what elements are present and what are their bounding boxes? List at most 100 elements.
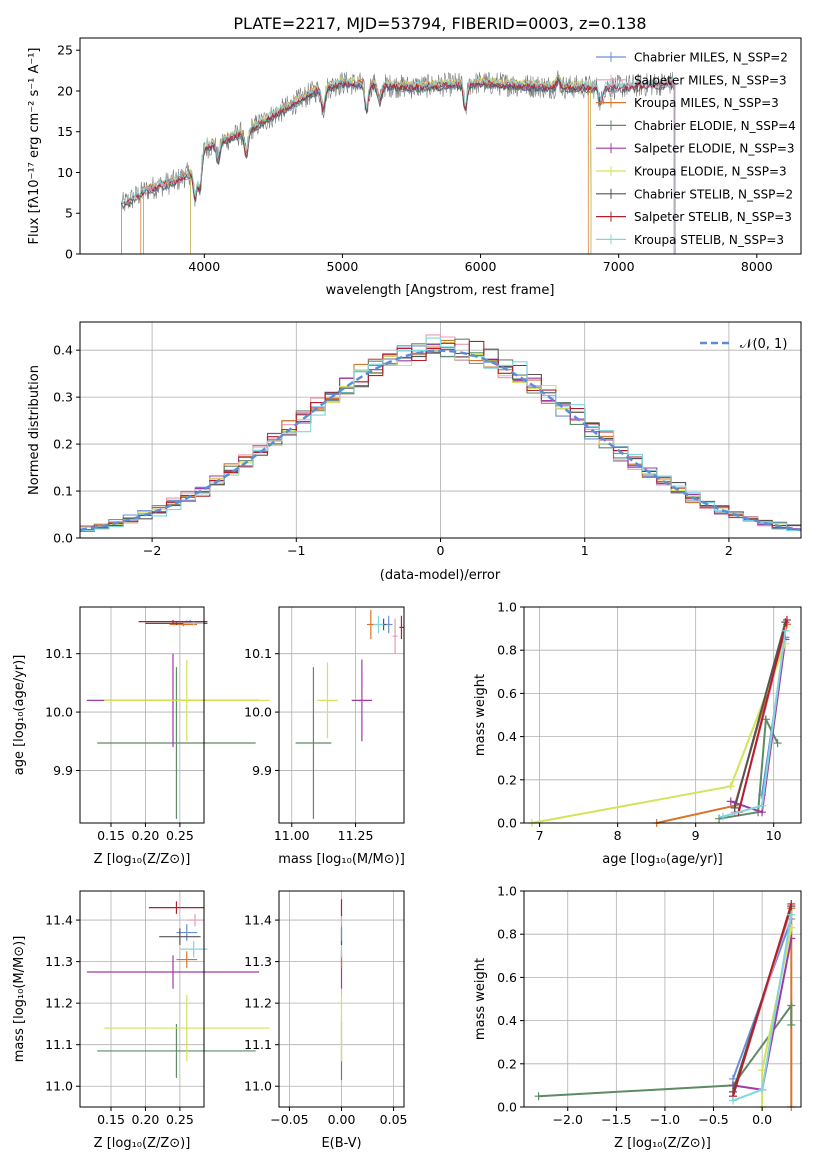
- axes-frame: [79, 37, 802, 255]
- x-axis-label: Z [log₁₀(Z/Z⊙)]: [94, 1136, 191, 1151]
- model-spectrum-line: [143, 75, 676, 255]
- error-bar-point: [86, 955, 260, 989]
- residuals-axes: −2 −1 0 1 2 0.0 0.1 0.2 0.3 0.4: [53, 321, 802, 558]
- mass-weight-marker: [787, 1001, 796, 1010]
- mass-weight-marker: [728, 1096, 737, 1105]
- mass-weight-marker: [781, 626, 790, 635]
- y-tick-label: 0.0: [53, 531, 73, 546]
- legend-label: Chabrier STELIB, N_SSP=2: [634, 187, 793, 201]
- residuals-panel: −2 −1 0 1 2 0.0 0.1 0.2 0.3 0.4 (data-model)/erro…: [27, 321, 802, 583]
- weight-vs-z-panel: −2.0 −1.5 −1.0 −0.5 0.0 0.0 0.2 0.4 0.6 0.8 1.0 Z […: [473, 884, 802, 1151]
- y-tick-label: 11.4: [45, 913, 73, 928]
- x-tick-label: 5000: [327, 259, 359, 274]
- plot-area: [279, 891, 404, 1107]
- x-axis-label: mass [log₁₀(M/M⊙)]: [278, 852, 405, 867]
- y-tick-label: 11.0: [45, 1079, 73, 1094]
- legend-label: Salpeter STELIB, N_SSP=3: [634, 210, 792, 224]
- x-tick-label: 2: [725, 543, 733, 558]
- y-tick-label: 0.4: [497, 729, 517, 744]
- y-tick-label: 0.4: [497, 1013, 517, 1028]
- error-bar-point: [183, 621, 204, 626]
- y-tick-label: 10.0: [45, 705, 73, 720]
- y-tick-label: 9.9: [53, 763, 73, 778]
- y-tick-label: 0.2: [53, 437, 73, 452]
- axes-frame: [79, 606, 205, 824]
- x-tick-label: 0.05: [380, 1112, 408, 1127]
- mass-weight-line: [538, 1002, 793, 1098]
- normal-curve: [79, 349, 802, 532]
- legend-label: Kroupa ELODIE, N_SSP=3: [634, 165, 787, 179]
- y-tick-label: 10: [57, 165, 73, 180]
- spectrum-legend: Chabrier MILES, N_SSP=2 Salpeter MILES, N…: [596, 51, 796, 247]
- y-tick-label: 10.0: [244, 705, 272, 720]
- x-axis-label: Z [log₁₀(Z/Z⊙)]: [614, 1136, 711, 1151]
- error-bar-point: [373, 615, 384, 634]
- x-tick-label: 0.15: [97, 828, 125, 843]
- model-spectrum-line: [190, 76, 592, 255]
- y-tick-label: 0: [65, 247, 73, 262]
- error-bar-point: [186, 913, 204, 927]
- axes-frame: [79, 890, 205, 1108]
- mass-weight-marker: [758, 1085, 767, 1094]
- error-bar-point: [392, 618, 398, 654]
- model-spectrum-line: [121, 75, 675, 254]
- axes-frame: [523, 606, 802, 824]
- axes-frame: [278, 606, 405, 824]
- y-tick-label: 0.6: [497, 686, 517, 701]
- residuals-legend: 𝒩(0, 1): [700, 337, 787, 352]
- mass-weight-marker: [787, 899, 796, 908]
- x-tick-label: 6000: [465, 259, 497, 274]
- x-tick-label: −1: [287, 543, 305, 558]
- y-tick-label: 5: [65, 206, 73, 221]
- x-tick-label: −2: [143, 543, 161, 558]
- legend-label: Kroupa MILES, N_SSP=3: [634, 96, 779, 110]
- error-bar-point: [351, 659, 373, 742]
- mass-weight-line: [733, 621, 787, 809]
- x-tick-label: −0.05: [270, 1112, 308, 1127]
- x-tick-label: 0: [437, 543, 445, 558]
- x-tick-label: 0.00: [328, 1112, 356, 1127]
- spectrum-axes: 4000 5000 6000 7000 8000 0 5 10 15 20 25: [57, 37, 802, 274]
- legend-label: Salpeter MILES, N_SSP=3: [634, 73, 787, 87]
- mass-weight-line: [531, 643, 787, 824]
- mass-weight-marker: [730, 803, 739, 812]
- mass-weight-line: [737, 619, 788, 813]
- error-bar-point: [295, 667, 332, 819]
- x-tick-label: 8000: [741, 259, 773, 274]
- x-tick-label: −1.0: [650, 1112, 680, 1127]
- mass-weight-marker: [761, 715, 770, 724]
- x-tick-label: 0.20: [132, 828, 160, 843]
- y-tick-label: 0.3: [53, 390, 73, 405]
- mass-vs-z-panel: 0.15 0.20 0.25 11.0 11.1 11.2 11.3 11.4 Z [log₁₀…: [12, 890, 270, 1151]
- mass-vs-ebv-panel: −0.05 0.00 0.05 11.0 11.1 11.2 11.3 11.4 E(B-V): [244, 890, 408, 1151]
- x-tick-label: 9: [692, 828, 700, 843]
- legend-label: Kroupa STELIB, N_SSP=3: [634, 233, 784, 247]
- x-tick-label: 11.00: [274, 828, 310, 843]
- spectrum-ylabel: Flux [fλ10⁻¹⁷ erg cm⁻² s⁻¹ A⁻¹]: [27, 48, 42, 245]
- x-axis-label: Z [log₁₀(Z/Z⊙)]: [94, 852, 191, 867]
- y-tick-label: 10.1: [244, 646, 272, 661]
- x-tick-label: 0.25: [166, 828, 194, 843]
- x-tick-label: −0.5: [698, 1112, 728, 1127]
- y-tick-label: 9.9: [252, 763, 272, 778]
- normal-legend-label: 𝒩(0, 1): [740, 337, 787, 352]
- y-tick-label: 0.2: [497, 1056, 517, 1071]
- y-tick-label: 11.2: [244, 996, 272, 1011]
- y-tick-label: 20: [57, 83, 73, 98]
- y-tick-label: 25: [57, 43, 73, 58]
- plot-area: [80, 607, 270, 823]
- y-axis-label: mass [log₁₀(M/M⊙)]: [12, 936, 27, 1063]
- x-axis-label: age [log₁₀(age/yr)]: [602, 852, 723, 867]
- mass-weight-line: [732, 903, 793, 1097]
- y-tick-label: 11.0: [244, 1079, 272, 1094]
- y-tick-label: 10.1: [45, 646, 73, 661]
- y-tick-label: 15: [57, 124, 73, 139]
- plot-area: [524, 606, 801, 827]
- x-axis-label: E(B-V): [321, 1136, 361, 1151]
- plot-area: [80, 891, 270, 1107]
- mass-weight-marker: [787, 910, 796, 919]
- y-axis-label: age [log₁₀(age/yr)]: [12, 655, 27, 776]
- plot-area: [524, 890, 801, 1111]
- legend-label: Chabrier ELODIE, N_SSP=4: [634, 119, 796, 133]
- y-axis-label: mass weight: [473, 958, 488, 1040]
